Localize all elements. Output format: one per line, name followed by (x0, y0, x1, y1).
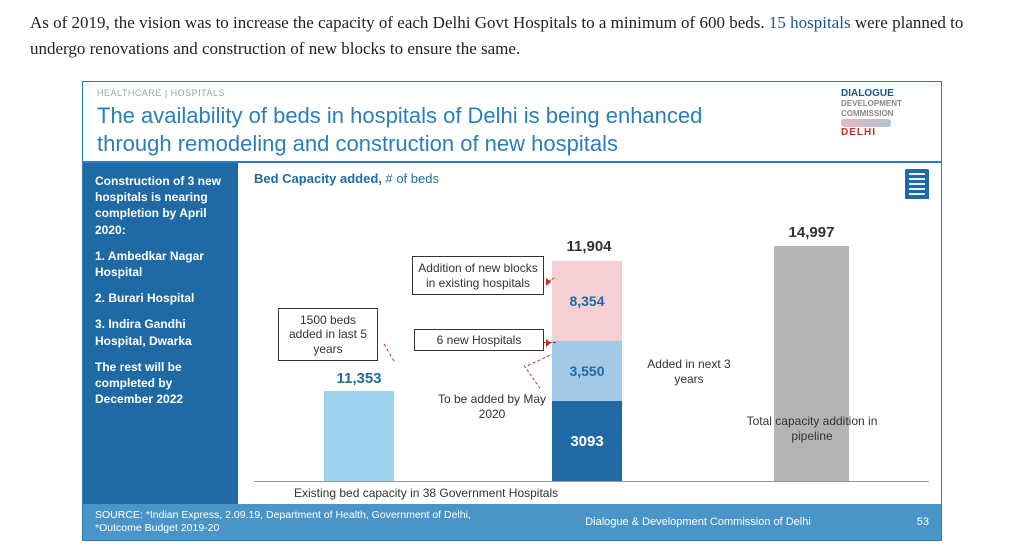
bar-existing (324, 391, 394, 481)
bar-additions-total: 11,904 (544, 238, 634, 255)
footer-org: Dialogue & Development Commission of Del… (497, 516, 899, 528)
arrow-2 (546, 278, 551, 286)
connector-1 (524, 365, 541, 389)
logo-smear (841, 119, 891, 127)
x-axis-label: Existing bed capacity in 38 Government H… (254, 486, 929, 500)
footer-page: 53 (899, 516, 929, 528)
ann-6new: 6 new Hospitals (414, 329, 544, 351)
body-row: Construction of 3 new hospitals is neari… (83, 163, 941, 504)
ann-may2020: To be added by May 2020 (436, 392, 548, 421)
plot: 11,353 3093 3,550 8,354 11,904 14,997 15… (254, 192, 929, 482)
logo-l1: DIALOGUE (841, 88, 894, 99)
bar-existing-label: 11,353 (314, 370, 404, 387)
connector-2 (528, 355, 550, 366)
connector-0 (384, 344, 395, 362)
subtitle-rest: # of beds (382, 171, 439, 186)
ann-1500: 1500 beds added in last 5 years (278, 308, 378, 361)
footer: SOURCE: *Indian Express, 2.09.19, Depart… (83, 504, 941, 540)
seg-six-new: 3,550 (552, 341, 622, 401)
sidebar-h3: 3. Indira Gandhi Hospital, Dwarka (95, 316, 228, 348)
breadcrumb: HEALTHCARE | HOSPITALS (97, 88, 927, 98)
intro-link[interactable]: 15 hospitals (769, 13, 851, 32)
ann-next3: Added in next 3 years (634, 357, 744, 386)
sidebar-p2: The rest will be completed by December 2… (95, 359, 228, 408)
sidebar-p1: Construction of 3 new hospitals is neari… (95, 173, 228, 238)
logo-l2: DEVELOPMENT (841, 99, 902, 108)
logo-l3: COMMISSION (841, 109, 893, 118)
footer-source: SOURCE: *Indian Express, 2.09.19, Depart… (95, 509, 497, 535)
ann-totalpipe: Total capacity addition in pipeline (732, 414, 892, 443)
logo: DIALOGUE DEVELOPMENT COMMISSION DELHI (841, 88, 931, 138)
bar-pipeline-label: 14,997 (759, 224, 864, 241)
arrow-1 (546, 339, 551, 347)
intro-pre: As of 2019, the vision was to increase t… (30, 13, 769, 32)
chart-area: Bed Capacity added, # of beds 11,353 309… (238, 163, 941, 504)
sidebar-h1: 1. Ambedkar Nagar Hospital (95, 248, 228, 280)
logo-l4: DELHI (841, 127, 876, 138)
chart-subtitle: Bed Capacity added, # of beds (254, 171, 929, 186)
page-title: The availability of beds in hospitals of… (97, 102, 747, 157)
sidebar-h2: 2. Burari Hospital (95, 290, 228, 306)
subtitle-bold: Bed Capacity added, (254, 171, 382, 186)
seg-new-blocks: 8,354 (552, 261, 622, 341)
bar-pipeline (774, 246, 849, 481)
ann-newblocks: Addition of new blocks in existing hospi… (412, 256, 544, 295)
slide: HEALTHCARE | HOSPITALS The availability … (82, 81, 942, 541)
sidebar: Construction of 3 new hospitals is neari… (83, 163, 238, 504)
slide-header: HEALTHCARE | HOSPITALS The availability … (83, 82, 941, 163)
intro-paragraph: As of 2019, the vision was to increase t… (30, 10, 994, 61)
seg-may2020: 3093 (552, 401, 622, 481)
